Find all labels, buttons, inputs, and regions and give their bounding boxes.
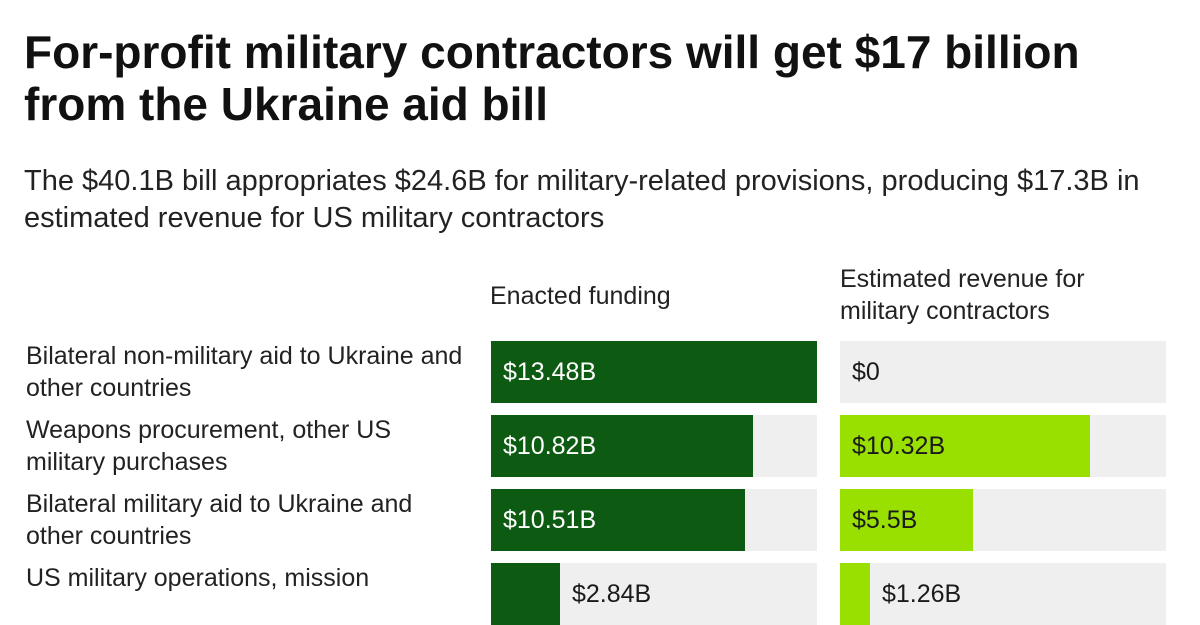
data-label: $10.32B bbox=[852, 432, 946, 460]
category-label: Weapons procurement, other US military p… bbox=[26, 416, 392, 476]
bar-track: $5.5B bbox=[840, 489, 1166, 551]
column-header-enacted-funding: Enacted funding bbox=[490, 282, 671, 310]
funding-bar bbox=[491, 563, 560, 625]
data-label: $10.51B bbox=[503, 506, 597, 534]
category-label: Bilateral non-military aid to Ukraine an… bbox=[26, 342, 463, 402]
chart-title: For-profit military contractors will get… bbox=[24, 26, 1080, 130]
revenue-bar bbox=[840, 489, 973, 551]
bar-track: $2.84B bbox=[491, 563, 817, 625]
revenue-bar bbox=[840, 415, 1090, 477]
bar-track: $10.51B bbox=[491, 489, 817, 551]
bar-track: $1.26B bbox=[840, 563, 1166, 625]
funding-bar bbox=[491, 341, 817, 403]
data-label: $10.82B bbox=[503, 432, 597, 460]
bar-track: $13.48B bbox=[491, 341, 817, 403]
column-header-estimated-revenue: Estimated revenue for military contracto… bbox=[840, 265, 1085, 325]
bar-track: $0 bbox=[840, 341, 1166, 403]
bar-track: $10.32B bbox=[840, 415, 1166, 477]
category-label: US military operations, mission bbox=[26, 564, 370, 592]
data-label: $5.5B bbox=[852, 506, 918, 534]
revenue-bar bbox=[840, 563, 870, 625]
category-label: Bilateral military aid to Ukraine and ot… bbox=[26, 490, 413, 550]
funding-bar bbox=[491, 415, 753, 477]
data-label: $2.84B bbox=[572, 580, 652, 608]
data-label: $0 bbox=[852, 358, 880, 386]
chart-subtitle: The $40.1B bill appropriates $24.6B for … bbox=[24, 165, 1140, 234]
funding-bar bbox=[491, 489, 745, 551]
data-label: $1.26B bbox=[882, 580, 962, 608]
bar-track: $10.82B bbox=[491, 415, 817, 477]
data-label: $13.48B bbox=[503, 358, 597, 386]
